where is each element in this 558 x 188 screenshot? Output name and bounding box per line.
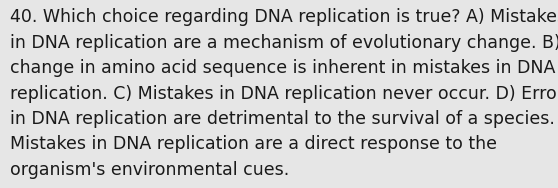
Text: 40. Which choice regarding DNA replication is true? A) Mistakes: 40. Which choice regarding DNA replicati… [10,8,558,27]
Text: change in amino acid sequence is inherent in mistakes in DNA: change in amino acid sequence is inheren… [10,59,555,77]
Text: replication. C) Mistakes in DNA replication never occur. D) Errors: replication. C) Mistakes in DNA replicat… [10,85,558,103]
Text: organism's environmental cues.: organism's environmental cues. [10,161,289,179]
Text: in DNA replication are a mechanism of evolutionary change. B) A: in DNA replication are a mechanism of ev… [10,34,558,52]
Text: Mistakes in DNA replication are a direct response to the: Mistakes in DNA replication are a direct… [10,135,497,153]
Text: in DNA replication are detrimental to the survival of a species. E): in DNA replication are detrimental to th… [10,110,558,128]
